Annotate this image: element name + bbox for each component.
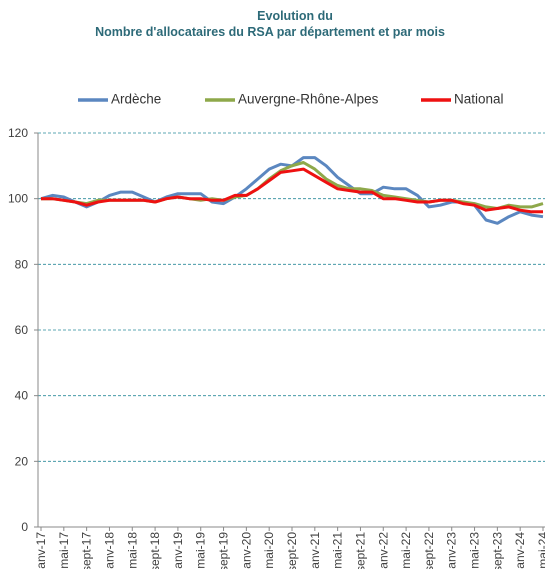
x-tick-label: sept-19 [217, 532, 231, 569]
x-tick-label: janv-20 [239, 532, 253, 569]
x-tick-label: janv-21 [308, 532, 322, 569]
x-tick-label: janv-23 [445, 532, 459, 569]
x-tick-label: mai-23 [468, 532, 482, 569]
x-tick-label: janv-24 [513, 532, 527, 569]
legend-label: Auvergne-Rhône-Alpes [238, 92, 379, 107]
x-tick-label: sept-21 [353, 532, 367, 569]
x-tick-label: mai-24 [536, 532, 545, 569]
y-tick-label: 100 [8, 192, 28, 206]
x-tick-label: mai-17 [57, 532, 71, 569]
x-tick-label: mai-20 [262, 532, 276, 569]
x-tick-label: mai-22 [399, 532, 413, 569]
x-tick-label: sept-23 [490, 532, 504, 569]
legend-label: National [454, 92, 504, 107]
x-tick-label: mai-18 [125, 532, 139, 569]
y-tick-label: 40 [15, 389, 29, 403]
y-tick-label: 80 [15, 257, 29, 271]
x-tick-label: janv-18 [102, 532, 116, 569]
y-tick-label: 0 [21, 520, 28, 534]
x-tick-label: sept-18 [148, 532, 162, 569]
legend-label: Ardèche [111, 92, 161, 107]
x-tick-label: sept-17 [80, 532, 94, 569]
y-tick-label: 20 [15, 454, 29, 468]
y-tick-label: 120 [8, 126, 28, 140]
chart-title: Evolution du [257, 9, 333, 23]
y-tick-label: 60 [15, 323, 29, 337]
x-tick-label: sept-22 [422, 532, 436, 569]
x-tick-label: janv-22 [376, 532, 390, 569]
x-tick-label: mai-19 [194, 532, 208, 569]
x-tick-label: mai-21 [331, 532, 345, 569]
series-line [40, 156, 544, 225]
x-tick-label: janv-19 [171, 532, 185, 569]
series-line [41, 167, 543, 214]
chart-subtitle: Nombre d'allocataires du RSA par départe… [95, 25, 445, 39]
x-tick-label: janv-17 [34, 532, 48, 569]
x-tick-label: sept-20 [285, 532, 299, 569]
